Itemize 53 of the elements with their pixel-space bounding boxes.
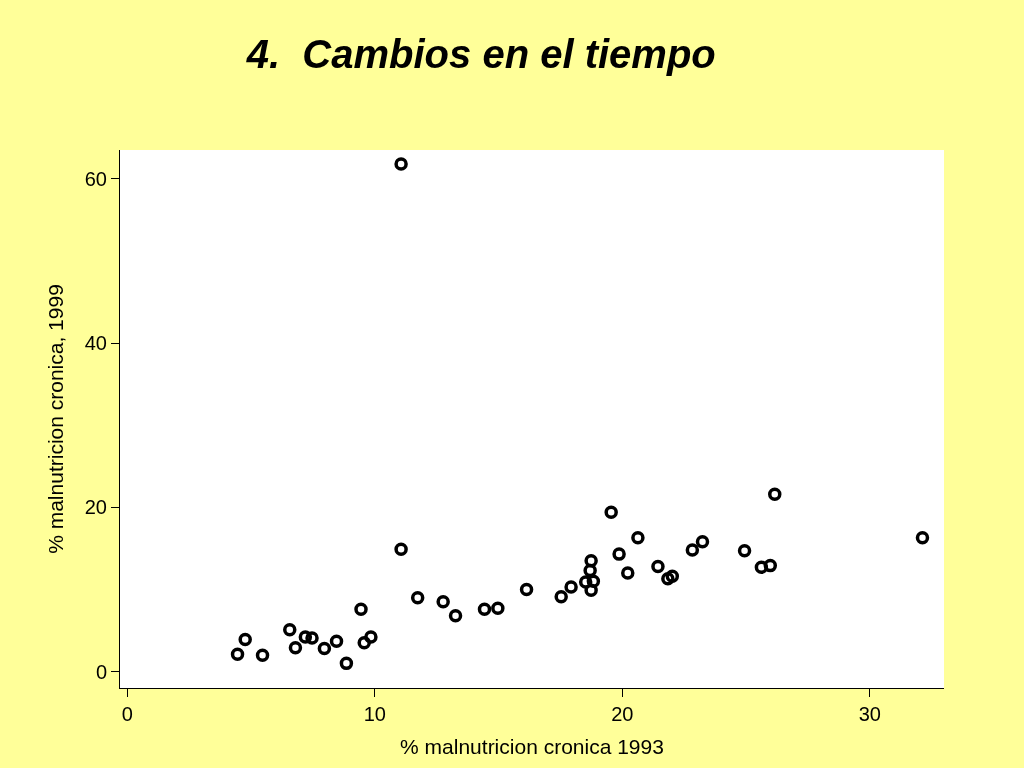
x-tick-label: 30 <box>858 703 881 725</box>
x-tick-label: 10 <box>363 703 386 725</box>
point <box>364 630 378 644</box>
x-tick-label: 20 <box>611 703 634 725</box>
point <box>317 641 332 656</box>
point <box>578 575 593 589</box>
point <box>283 622 297 637</box>
point <box>436 595 450 609</box>
point <box>394 157 408 171</box>
point <box>763 558 778 573</box>
y-tick-label: 60 <box>84 167 107 190</box>
point <box>255 648 270 662</box>
point <box>298 630 313 644</box>
x-tick-label: 0 <box>121 703 133 725</box>
point <box>305 631 319 645</box>
point <box>651 559 665 574</box>
point <box>410 590 425 605</box>
point <box>519 582 534 597</box>
point <box>583 563 597 578</box>
point <box>564 580 578 594</box>
point <box>329 634 344 648</box>
point <box>448 608 463 623</box>
point <box>339 656 354 671</box>
y-axis-title: % malnutricion cronica, 1999 <box>43 284 67 554</box>
y-tick-label: 20 <box>84 496 107 519</box>
point <box>631 530 645 545</box>
point <box>695 535 710 549</box>
point <box>491 601 505 616</box>
point <box>685 543 700 557</box>
point <box>621 566 635 580</box>
point <box>915 530 930 545</box>
point <box>612 547 626 561</box>
x-axis-title: % malnutricion cronica 1993 <box>400 735 664 759</box>
point <box>238 632 252 647</box>
point <box>586 574 601 588</box>
point <box>665 569 680 584</box>
point <box>754 560 769 575</box>
point <box>584 553 598 568</box>
y-tick-label: 40 <box>84 332 107 355</box>
point <box>604 505 618 519</box>
point <box>661 572 675 586</box>
point <box>584 583 598 598</box>
chart-title: 4. Cambios en el tiempo <box>245 31 716 76</box>
point <box>768 487 782 501</box>
point <box>737 544 752 558</box>
point <box>477 602 492 616</box>
point <box>354 602 368 616</box>
point <box>554 590 568 604</box>
point <box>288 641 303 655</box>
point <box>230 647 245 662</box>
point <box>357 636 371 650</box>
y-tick-label: 0 <box>95 660 107 683</box>
point <box>394 542 408 556</box>
